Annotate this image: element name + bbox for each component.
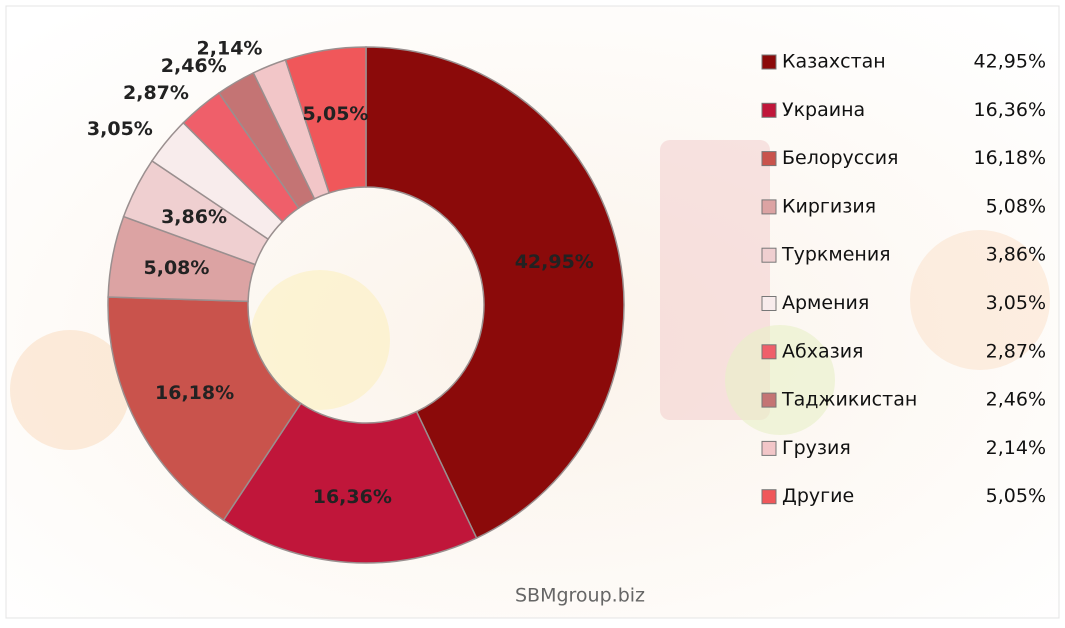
legend-value: 5,05% [986, 485, 1046, 507]
source: SBMgroup.biz [515, 585, 645, 607]
legend-value: 2,46% [986, 389, 1046, 411]
legend-value: 3,05% [986, 292, 1046, 314]
legend-swatch [762, 55, 776, 69]
legend-value: 42,95% [974, 51, 1046, 73]
legend-label: Белоруссия [782, 147, 898, 169]
data-label: 3,05% [87, 118, 153, 140]
legend-swatch [762, 248, 776, 262]
legend-value: 2,14% [986, 437, 1046, 459]
legend-value: 2,87% [986, 340, 1046, 362]
legend-label: Украина [782, 99, 865, 121]
legend-value: 3,86% [986, 244, 1046, 266]
data-label: 16,36% [313, 486, 392, 508]
legend-swatch [762, 490, 776, 504]
legend-label: Армения [782, 292, 869, 314]
legend-swatch [762, 103, 776, 117]
legend-value: 16,36% [974, 99, 1046, 121]
legend-swatch [762, 297, 776, 311]
data-label: 2,14% [197, 38, 263, 60]
legend-value: 16,18% [974, 147, 1046, 169]
data-label: 42,95% [515, 251, 594, 273]
legend-label: Абхазия [782, 340, 863, 362]
legend-swatch [762, 200, 776, 214]
page: {"chart_data": {"type": "pie", "donut": … [0, 0, 1065, 624]
legend-swatch [762, 393, 776, 407]
legend-swatch [762, 152, 776, 166]
data-label: 3,86% [161, 206, 227, 228]
legend-swatch [762, 441, 776, 455]
legend-label: Туркмения [781, 244, 891, 266]
data-label: 5,08% [144, 257, 210, 279]
data-label: 5,05% [303, 103, 369, 125]
legend-label: Киргизия [782, 195, 876, 217]
legend-swatch [762, 345, 776, 359]
data-label: 2,87% [123, 82, 189, 104]
legend-label: Казахстан [782, 51, 886, 73]
legend-label: Другие [782, 485, 854, 507]
legend-value: 5,08% [986, 195, 1046, 217]
legend-label: Грузия [782, 437, 851, 459]
legend-label: Таджикистан [781, 389, 917, 411]
data-label: 16,18% [155, 382, 234, 404]
chart: SBMgroup.biz 42,95% 16,36% 16,18% 5,08% 3,86… [0, 0, 1065, 624]
